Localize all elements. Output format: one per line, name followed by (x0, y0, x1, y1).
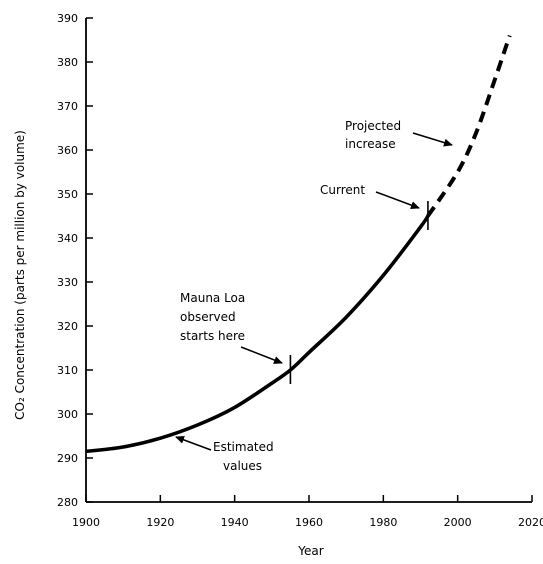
x-axis-ticks: 1900 1920 1940 1960 1980 2000 2020 (72, 495, 543, 529)
y-tick-label: 330 (57, 276, 78, 289)
annotation-mauna-line-1: Mauna Loa (180, 291, 245, 305)
series-group (85, 34, 512, 454)
annotation-estimated-line-1: Estimated (213, 440, 274, 454)
annotation-estimated-line-2: values (223, 459, 262, 473)
x-tick-label: 2020 (518, 516, 543, 529)
x-tick-label: 1960 (295, 516, 323, 529)
y-tick-label: 380 (57, 56, 78, 69)
annotation-mauna-line-2: observed (180, 310, 236, 324)
x-tick-label: 2000 (444, 516, 472, 529)
marker-group (289, 201, 429, 384)
y-tick-label: 390 (57, 12, 78, 25)
annotation-projected-line-1: Projected (345, 119, 401, 133)
x-axis-title: Year (297, 544, 323, 558)
x-tick-label: 1940 (221, 516, 249, 529)
y-axis-title: CO₂ Concentration (parts per million by … (13, 130, 27, 420)
projected-series-line (426, 34, 512, 218)
y-tick-label: 350 (57, 188, 78, 201)
annotation-projected-line-2: increase (345, 137, 396, 151)
annotation-mauna-loa: Mauna Loa observed starts here (180, 291, 249, 343)
y-tick-label: 320 (57, 320, 78, 333)
observed-series-line (85, 215, 430, 454)
y-tick-label: 310 (57, 364, 78, 377)
y-tick-label: 340 (57, 232, 78, 245)
annotation-projected: Projected increase (345, 119, 405, 151)
y-tick-label: 360 (57, 144, 78, 157)
annotation-mauna-arrow (240, 346, 283, 364)
x-tick-label: 1920 (146, 516, 174, 529)
y-tick-label: 280 (57, 496, 78, 509)
y-tick-label: 290 (57, 452, 78, 465)
annotation-estimated-arrow (175, 436, 212, 451)
axes (85, 18, 532, 503)
annotation-current-arrow (375, 191, 420, 209)
y-tick-label: 370 (57, 100, 78, 113)
annotation-estimated: Estimated values (213, 440, 277, 473)
annotation-projected-arrow (412, 132, 453, 147)
annotation-mauna-line-3: starts here (180, 329, 245, 343)
x-tick-label: 1980 (369, 516, 397, 529)
y-axis-ticks: 280 290 300 310 320 330 340 350 360 370 380 390 (57, 12, 93, 509)
annotation-current: Current (320, 183, 365, 197)
y-tick-label: 300 (57, 408, 78, 421)
x-tick-label: 1900 (72, 516, 100, 529)
